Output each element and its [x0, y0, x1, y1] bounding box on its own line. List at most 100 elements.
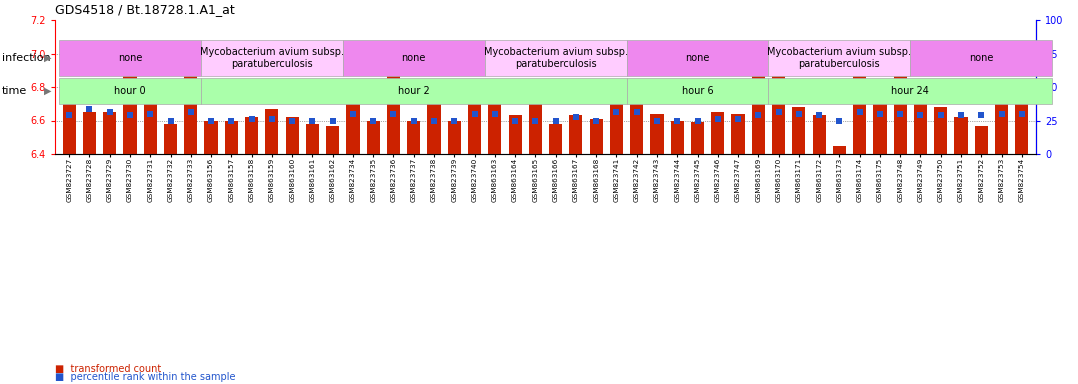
Bar: [306, 124, 319, 154]
Bar: [1015, 89, 1028, 154]
Point: [101, 109, 119, 115]
Bar: [954, 117, 968, 154]
Point: [486, 111, 503, 117]
Point: [405, 118, 423, 124]
Point: [871, 111, 888, 117]
Text: none: none: [402, 53, 426, 63]
Point: [547, 118, 564, 124]
Point: [385, 111, 402, 117]
Point: [426, 118, 443, 124]
Bar: [143, 95, 157, 154]
Text: Mycobacterium avium subsp.
paratuberculosis: Mycobacterium avium subsp. paratuberculo…: [768, 47, 911, 69]
Point: [182, 109, 199, 115]
Bar: [751, 70, 765, 154]
Point: [567, 114, 584, 120]
Text: ▶: ▶: [43, 53, 51, 63]
Point: [770, 109, 787, 115]
Point: [122, 113, 139, 119]
Point: [223, 118, 240, 124]
Point: [993, 111, 1010, 117]
Point: [141, 111, 158, 117]
Bar: [873, 104, 886, 154]
Bar: [387, 69, 400, 154]
Bar: [711, 112, 724, 154]
Text: hour 2: hour 2: [398, 86, 430, 96]
Point: [952, 113, 969, 119]
Bar: [935, 107, 948, 154]
Point: [344, 111, 361, 117]
Bar: [671, 121, 683, 154]
Point: [628, 109, 646, 115]
Point: [811, 113, 828, 119]
Bar: [367, 121, 379, 154]
Text: none: none: [118, 53, 142, 63]
Bar: [509, 116, 522, 154]
Bar: [265, 109, 278, 154]
Bar: [792, 107, 805, 154]
Point: [608, 109, 625, 115]
Bar: [610, 82, 623, 154]
Point: [790, 111, 807, 117]
Bar: [995, 104, 1008, 154]
Text: hour 24: hour 24: [892, 86, 929, 96]
Bar: [732, 114, 745, 154]
Point: [162, 118, 179, 124]
Text: ■  percentile rank within the sample: ■ percentile rank within the sample: [55, 372, 235, 382]
Text: time: time: [2, 86, 27, 96]
Bar: [529, 102, 542, 154]
Bar: [205, 121, 218, 154]
Bar: [813, 116, 826, 154]
Point: [831, 118, 848, 124]
Bar: [224, 121, 238, 154]
Bar: [346, 89, 360, 154]
Bar: [569, 116, 582, 154]
Bar: [488, 82, 501, 154]
Text: hour 6: hour 6: [681, 86, 714, 96]
Bar: [326, 126, 340, 154]
Text: infection: infection: [2, 53, 51, 63]
Bar: [650, 114, 664, 154]
Point: [364, 118, 382, 124]
Bar: [590, 119, 603, 154]
Point: [932, 113, 950, 119]
Point: [689, 118, 706, 124]
Point: [972, 113, 990, 119]
Point: [81, 106, 98, 112]
Bar: [772, 53, 785, 154]
Text: hour 0: hour 0: [114, 86, 146, 96]
Bar: [63, 89, 75, 154]
Point: [668, 118, 686, 124]
Bar: [428, 102, 441, 154]
Text: Mycobacterium avium subsp.
paratuberculosis: Mycobacterium avium subsp. paratuberculo…: [199, 47, 344, 69]
Text: GDS4518 / Bt.18728.1.A1_at: GDS4518 / Bt.18728.1.A1_at: [55, 3, 235, 16]
Bar: [853, 53, 867, 154]
Bar: [691, 122, 704, 154]
Bar: [468, 100, 481, 154]
Bar: [914, 102, 927, 154]
Point: [304, 118, 321, 124]
Point: [912, 113, 929, 119]
Text: ▶: ▶: [43, 86, 51, 96]
Point: [730, 116, 747, 122]
Point: [709, 116, 727, 122]
Bar: [184, 70, 197, 154]
Point: [445, 118, 462, 124]
Point: [284, 118, 301, 124]
Point: [324, 118, 342, 124]
Bar: [286, 117, 299, 154]
Bar: [631, 99, 644, 154]
Bar: [123, 42, 137, 154]
Bar: [975, 126, 987, 154]
Bar: [407, 121, 420, 154]
Bar: [894, 74, 907, 154]
Point: [203, 118, 220, 124]
Bar: [164, 124, 177, 154]
Point: [243, 116, 260, 122]
Point: [527, 118, 544, 124]
Point: [466, 111, 483, 117]
Point: [1013, 111, 1031, 117]
Point: [263, 116, 280, 122]
Text: none: none: [686, 53, 709, 63]
Bar: [549, 124, 563, 154]
Bar: [447, 121, 461, 154]
